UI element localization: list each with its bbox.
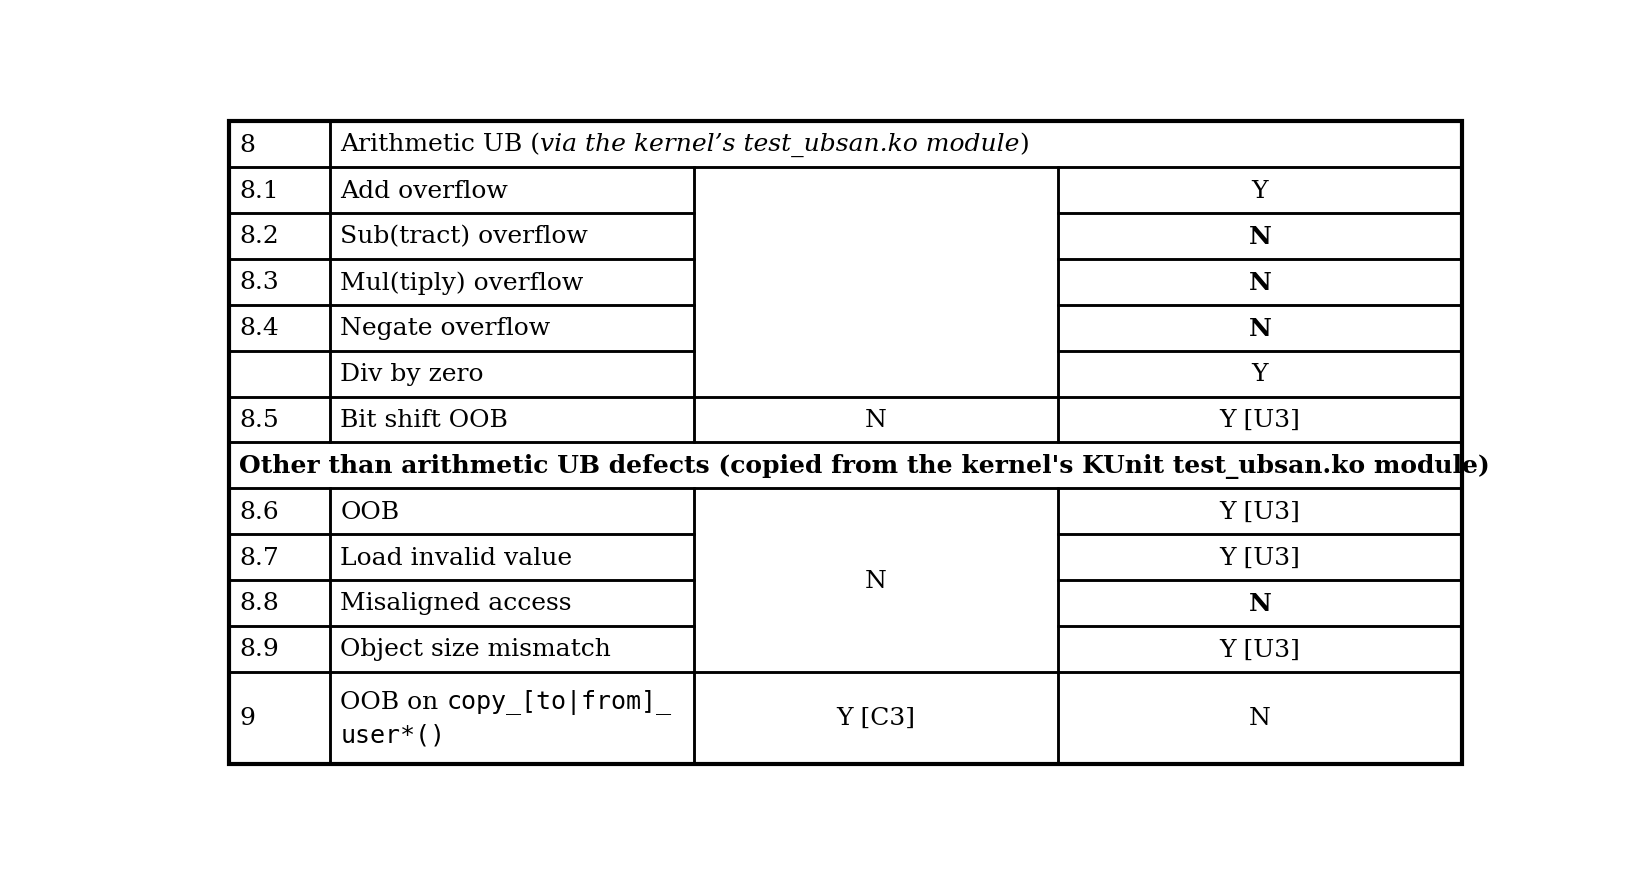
Text: Y [U3]: Y [U3] <box>1219 500 1300 523</box>
Text: N: N <box>1249 317 1270 340</box>
Text: Object size mismatch: Object size mismatch <box>340 638 610 660</box>
Text: OOB: OOB <box>340 500 399 523</box>
Text: Sub(tract) overflow: Sub(tract) overflow <box>340 225 587 248</box>
Bar <box>330 534 695 581</box>
Text: 8.6: 8.6 <box>239 500 279 523</box>
Bar <box>330 122 1462 168</box>
Text: Y [U3]: Y [U3] <box>1219 409 1300 431</box>
Text: ): ) <box>1020 133 1030 156</box>
Text: Y [C3]: Y [C3] <box>837 706 916 730</box>
Bar <box>1058 672 1462 764</box>
Bar <box>229 168 330 214</box>
Text: Load invalid value: Load invalid value <box>340 546 573 569</box>
Text: OOB on: OOB on <box>340 690 447 713</box>
Text: Y: Y <box>1252 363 1269 386</box>
Text: 8.5: 8.5 <box>239 409 279 431</box>
Bar <box>1058 534 1462 581</box>
Bar <box>229 534 330 581</box>
Text: 8.2: 8.2 <box>239 225 279 248</box>
Text: Bit shift OOB: Bit shift OOB <box>340 409 508 431</box>
Bar <box>229 626 330 672</box>
Text: Add overflow: Add overflow <box>340 180 508 203</box>
Text: Mul(tiply) overflow: Mul(tiply) overflow <box>340 271 584 295</box>
Text: N: N <box>865 569 886 592</box>
Bar <box>1058 488 1462 534</box>
Text: N: N <box>865 409 886 431</box>
Text: Misaligned access: Misaligned access <box>340 592 571 615</box>
Text: Y: Y <box>1252 180 1269 203</box>
Text: Y [U3]: Y [U3] <box>1219 638 1300 660</box>
Text: N: N <box>1249 591 1270 616</box>
Bar <box>229 443 1462 488</box>
Bar <box>330 626 695 672</box>
Bar <box>1058 305 1462 351</box>
Bar <box>330 397 695 443</box>
Bar <box>330 305 695 351</box>
Text: N: N <box>1249 706 1270 730</box>
Bar <box>330 581 695 626</box>
Text: via the kernel’s test_ubsan.ko module: via the kernel’s test_ubsan.ko module <box>540 133 1020 157</box>
Text: Negate overflow: Negate overflow <box>340 317 551 339</box>
Bar <box>1058 626 1462 672</box>
Text: 8.4: 8.4 <box>239 317 279 339</box>
Text: 9: 9 <box>239 706 256 730</box>
Bar <box>229 122 330 168</box>
Text: 8.8: 8.8 <box>239 592 279 615</box>
Bar <box>695 488 1058 672</box>
Bar <box>1058 581 1462 626</box>
Text: 8.9: 8.9 <box>239 638 279 660</box>
Bar <box>695 672 1058 764</box>
Bar <box>330 260 695 305</box>
Bar <box>330 488 695 534</box>
Text: Arithmetic UB (: Arithmetic UB ( <box>340 133 540 156</box>
Bar <box>330 168 695 214</box>
Text: N: N <box>1249 225 1270 249</box>
Text: N: N <box>1249 270 1270 295</box>
Bar <box>229 488 330 534</box>
Bar <box>229 672 330 764</box>
Text: 8.1: 8.1 <box>239 180 279 203</box>
Text: 8.7: 8.7 <box>239 546 279 569</box>
Bar <box>695 168 1058 397</box>
Bar <box>229 260 330 305</box>
Text: copy_[to|from]_: copy_[to|from]_ <box>447 688 672 714</box>
Bar <box>229 351 330 397</box>
Bar <box>229 397 330 443</box>
Bar <box>1058 168 1462 214</box>
Bar <box>330 672 695 764</box>
Bar <box>229 581 330 626</box>
Bar <box>1058 397 1462 443</box>
Bar <box>330 214 695 260</box>
Text: Y [U3]: Y [U3] <box>1219 546 1300 569</box>
Bar <box>695 397 1058 443</box>
Bar <box>229 214 330 260</box>
Bar <box>1058 214 1462 260</box>
Text: 8: 8 <box>239 133 256 156</box>
Bar <box>1058 260 1462 305</box>
Bar <box>1058 351 1462 397</box>
Bar <box>330 351 695 397</box>
Text: 8.3: 8.3 <box>239 271 279 294</box>
Bar <box>229 305 330 351</box>
Text: Div by zero: Div by zero <box>340 363 483 386</box>
Text: user*(): user*() <box>340 723 446 746</box>
Text: Other than arithmetic UB defects (copied from the kernel's KUnit test_ubsan.ko m: Other than arithmetic UB defects (copied… <box>239 453 1490 478</box>
